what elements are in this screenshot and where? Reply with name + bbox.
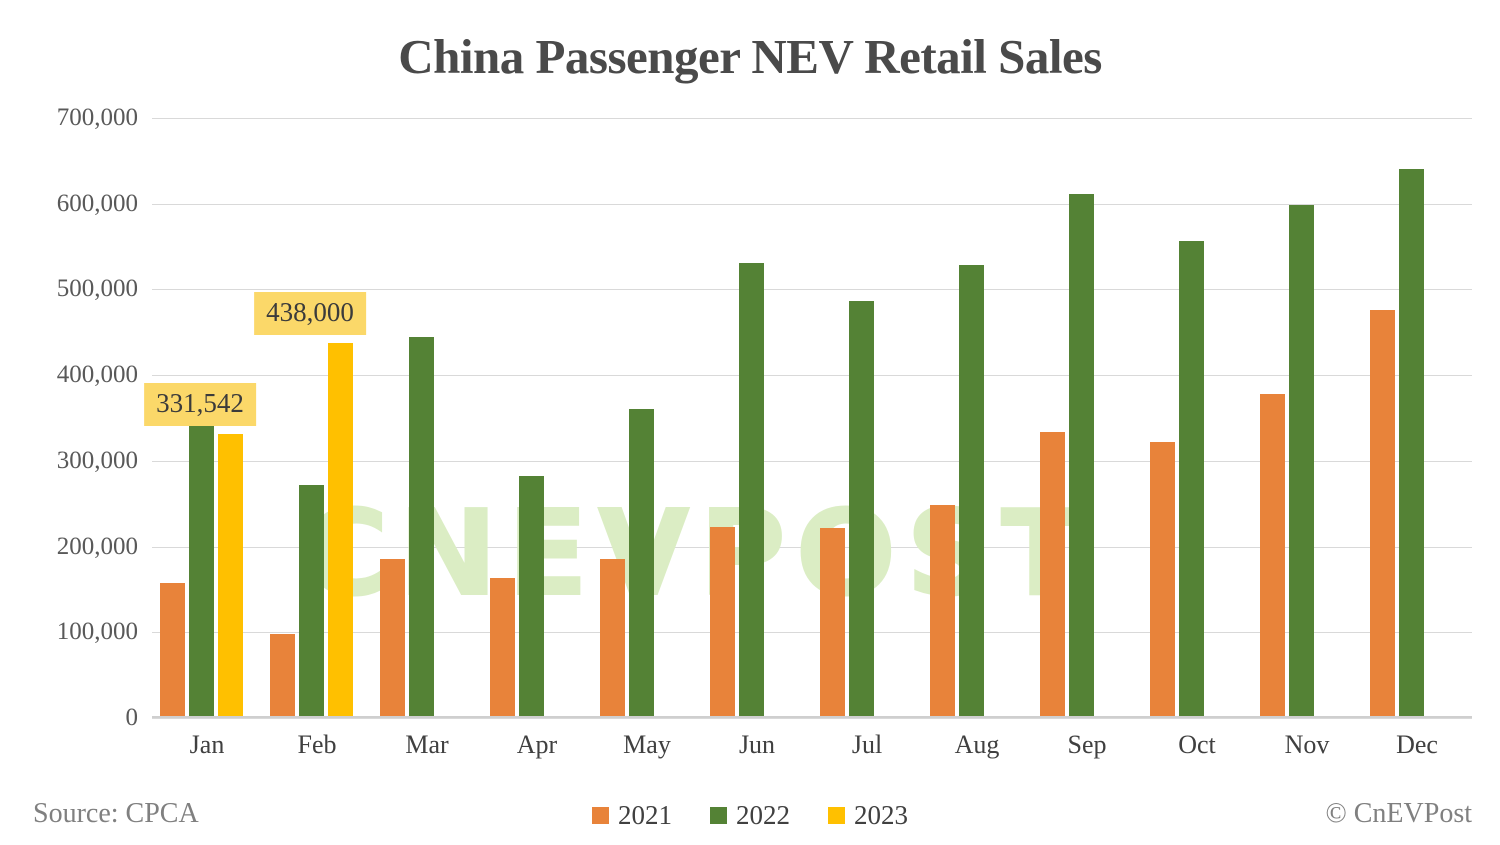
plot-area: CNEVPOST 331,542 438,000 (144, 118, 1472, 719)
bar-2021-Aug[interactable] (929, 504, 955, 718)
bar-2022-Jul[interactable] (848, 301, 874, 718)
legend-item-2022[interactable]: 2022 (710, 800, 790, 831)
chart-title: China Passenger NEV Retail Sales (398, 29, 1102, 84)
bar-2021-Jul[interactable] (819, 527, 845, 718)
legend-swatch-icon (592, 807, 609, 824)
gridline (152, 718, 1472, 719)
bar-2021-Oct[interactable] (1149, 442, 1175, 718)
x-axis-tick-label-jun: Jun (738, 730, 776, 759)
x-axis-tick-label-nov: Nov (1284, 730, 1330, 759)
y-axis-tick-label: 500,000 (56, 275, 138, 303)
x-axis-tick-label-may: May (623, 730, 671, 759)
x-axis-tick-label-feb: Feb (297, 730, 337, 759)
bar-2021-Jun[interactable] (709, 526, 735, 718)
x-axis-tick-label-jan: Jan (189, 730, 225, 759)
bar-2023-Jan[interactable] (217, 433, 243, 718)
legend-item-2023[interactable]: 2023 (828, 800, 908, 831)
bar-2021-Nov[interactable] (1259, 394, 1285, 718)
legend-swatch-icon (710, 807, 727, 824)
y-axis-tick-label: 700,000 (56, 104, 138, 131)
data-label-2023-feb: 438,000 (254, 291, 366, 335)
x-axis-tick-label-aug: Aug (954, 730, 1000, 759)
y-axis-tick-label: 600,000 (56, 189, 138, 217)
gridline (152, 546, 1472, 548)
bar-2021-Jan[interactable] (159, 582, 185, 718)
legend-item-2021[interactable]: 2021 (592, 800, 672, 831)
bar-2022-Jan[interactable] (188, 422, 214, 718)
x-axis-tick-label-mar: Mar (405, 730, 449, 759)
data-label-2023-jan: 331,542 (144, 382, 256, 426)
x-axis-line (152, 716, 1472, 718)
bar-2021-Feb[interactable] (269, 634, 295, 718)
bar-2021-Apr[interactable] (489, 578, 515, 718)
bar-2022-Oct[interactable] (1178, 241, 1204, 718)
legend-label: 2022 (736, 800, 790, 830)
y-axis-tick-label: 100,000 (56, 618, 138, 646)
bar-2022-Sep[interactable] (1068, 194, 1094, 718)
x-axis-tick-label-apr: Apr (516, 730, 558, 759)
bar-2022-Feb[interactable] (298, 484, 324, 718)
gridline (152, 289, 1472, 291)
y-axis-tick-label: 400,000 (56, 361, 138, 389)
y-axis-tick-label: 0 (125, 704, 139, 731)
copyright-note: © CnEVPost (1325, 798, 1472, 829)
y-axis-tick-label: 300,000 (56, 446, 138, 474)
source-note: Source: CPCA (33, 798, 199, 829)
bar-2021-May[interactable] (599, 559, 625, 718)
bar-2022-Apr[interactable] (518, 476, 544, 718)
x-axis-tick-label-dec: Dec (1396, 730, 1438, 759)
bar-2022-Mar[interactable] (408, 336, 434, 718)
bar-2022-May[interactable] (628, 408, 654, 718)
y-axis-tick-label: 200,000 (56, 532, 138, 560)
bar-2021-Mar[interactable] (379, 559, 405, 718)
gridline (152, 203, 1472, 205)
bar-2021-Dec[interactable] (1369, 310, 1395, 718)
bar-2022-Nov[interactable] (1288, 205, 1314, 718)
legend-swatch-icon (828, 807, 845, 824)
x-axis-tick-label-oct: Oct (1178, 730, 1216, 759)
bar-2022-Dec[interactable] (1398, 169, 1424, 718)
legend-label: 2023 (854, 800, 908, 830)
gridline (152, 375, 1472, 377)
legend-label: 2021 (618, 800, 672, 830)
bar-2021-Sep[interactable] (1039, 431, 1065, 718)
x-axis-tick-label-jul: Jul (851, 730, 883, 759)
gridline (152, 632, 1472, 634)
x-axis-tick-label-sep: Sep (1067, 730, 1107, 759)
bar-2022-Jun[interactable] (738, 262, 764, 718)
bar-2022-Aug[interactable] (958, 264, 984, 718)
gridline (152, 460, 1472, 462)
chart-legend: 2021 2022 2023 (0, 800, 1500, 831)
gridline (152, 118, 1472, 119)
bar-2023-Feb[interactable] (327, 342, 353, 718)
